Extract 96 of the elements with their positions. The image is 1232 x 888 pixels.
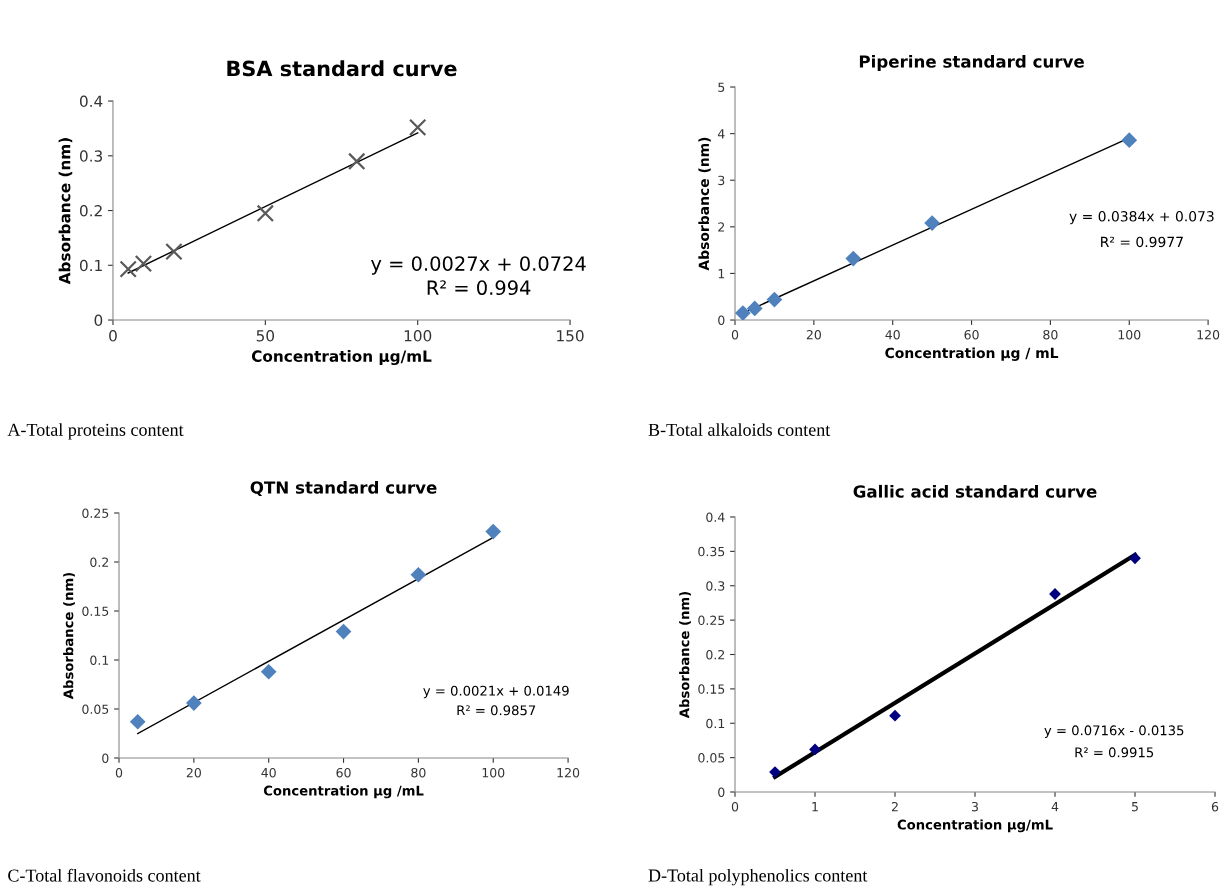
point	[119, 260, 137, 278]
text: A-Total proteins content	[7, 423, 184, 440]
y-tick-label: 0.1	[79, 259, 102, 272]
point	[408, 118, 427, 137]
y-tick-label: 0.05	[82, 704, 109, 714]
x-tick-label: 0	[731, 801, 739, 812]
x-tick-label: 60	[336, 767, 351, 778]
y-tick-label: 5	[718, 82, 725, 92]
annotation: R² = 0.9915	[1075, 747, 1154, 758]
y-tick-label: 0	[718, 315, 725, 325]
x-tick-label: 1	[812, 802, 818, 812]
y-tick-label: 3	[718, 175, 725, 186]
point	[165, 242, 183, 261]
chart-title: BSA standard curve	[227, 60, 457, 77]
x-tick-label: 120	[1197, 329, 1220, 340]
x-tick-label: 5	[1131, 802, 1138, 812]
point	[260, 663, 277, 680]
x-axis-title: Concentration µg/mL	[897, 819, 1053, 833]
y-tick-label: 0.1	[706, 718, 725, 729]
annotation: R² = 0.9977	[1101, 236, 1183, 248]
annotation: y = 0.0384x + 0.073	[1069, 211, 1214, 225]
y-tick-label: 0.4	[79, 95, 103, 108]
x-tick-label: 0	[115, 767, 123, 778]
x-axis-title: Concentration µg / mL	[885, 347, 1059, 361]
point	[410, 566, 427, 583]
point	[809, 743, 821, 756]
y-tick-label: 0.25	[82, 508, 109, 518]
point	[134, 254, 153, 273]
x-tick-label: 0	[109, 330, 117, 342]
y-tick-label: 1	[718, 269, 725, 279]
annotation: y = 0.0021x + 0.0149	[423, 685, 569, 699]
x-tick-label: 80	[1043, 329, 1058, 340]
point	[129, 713, 146, 730]
x-tick-label: 40	[885, 329, 900, 340]
y-tick-label: 0.3	[706, 581, 725, 591]
point	[348, 152, 366, 171]
point	[924, 215, 940, 231]
y-tick-label: 0.25	[698, 615, 725, 626]
text: D-Total polyphenolics content	[648, 868, 868, 886]
y-tick-label: 0.4	[706, 512, 725, 522]
y-tick-label: 0	[718, 787, 725, 797]
point	[485, 523, 502, 540]
y-axis-title: Absorbance (nm)	[698, 137, 711, 271]
point	[186, 695, 202, 711]
chart-title: Gallic acid standard curve	[853, 484, 1097, 498]
point	[335, 623, 352, 640]
x-tick-label: 20	[186, 767, 201, 778]
y-tick-label: 0	[102, 753, 109, 763]
y-tick-label: 0.2	[706, 649, 725, 660]
x-tick-label: 120	[557, 767, 580, 778]
x-tick-label: 60	[964, 329, 979, 340]
x-tick-label: 40	[261, 767, 276, 778]
x-tick-label: 50	[256, 330, 275, 342]
x-tick-label: 6	[1211, 801, 1219, 812]
y-tick-label: 0.15	[698, 684, 725, 694]
annotation: R² = 0.9857	[457, 705, 536, 716]
y-axis-title: Absorbance (nm)	[63, 572, 75, 700]
chart-title: Piperine standard curve	[859, 54, 1084, 72]
text: C-Total flavonoids content	[8, 868, 201, 882]
x-tick-label: 100	[482, 767, 505, 778]
y-tick-label: 0.1	[90, 655, 109, 665]
annotation: y = 0.0716x - 0.0135	[1044, 725, 1184, 738]
x-tick-label: 4	[1051, 802, 1059, 812]
x-tick-label: 80	[411, 767, 426, 778]
y-axis-title: Absorbance (nm)	[679, 591, 691, 719]
x-tick-label: 2	[891, 801, 898, 812]
annotation: R² = 0.994	[427, 280, 531, 296]
point	[1121, 132, 1138, 149]
x-axis-title: Concentration µg/mL	[251, 350, 432, 365]
chart-title: QTN standard curve	[250, 480, 437, 496]
x-tick-label: 20	[806, 329, 821, 340]
x-tick-label: 100	[1118, 329, 1141, 340]
point	[746, 300, 763, 317]
y-tick-label: 0.15	[82, 606, 109, 616]
x-axis-title: Concentration µg /mL	[263, 785, 424, 799]
point	[1129, 552, 1141, 565]
y-tick-label: 0	[94, 314, 103, 327]
point	[256, 204, 275, 223]
annotation: y = 0.0027x + 0.0724	[371, 256, 586, 275]
y-tick-label: 2	[718, 222, 725, 232]
y-tick-label: 4	[717, 129, 725, 139]
point	[766, 291, 783, 308]
x-tick-label: 150	[557, 330, 584, 342]
y-tick-label: 0.2	[79, 205, 102, 217]
point	[845, 250, 862, 267]
x-tick-label: 0	[731, 329, 739, 340]
point	[735, 305, 751, 321]
point	[889, 709, 901, 722]
y-axis-title: Absorbance (nm)	[58, 138, 73, 285]
y-tick-label: 0.35	[698, 546, 725, 557]
y-tick-label: 0.2	[90, 557, 109, 567]
y-tick-label: 0.05	[698, 753, 725, 763]
x-tick-label: 100	[404, 330, 432, 342]
x-tick-label: 3	[971, 801, 978, 812]
text: B-Total alkaloids content	[648, 423, 831, 436]
y-tick-label: 0.3	[79, 150, 103, 162]
